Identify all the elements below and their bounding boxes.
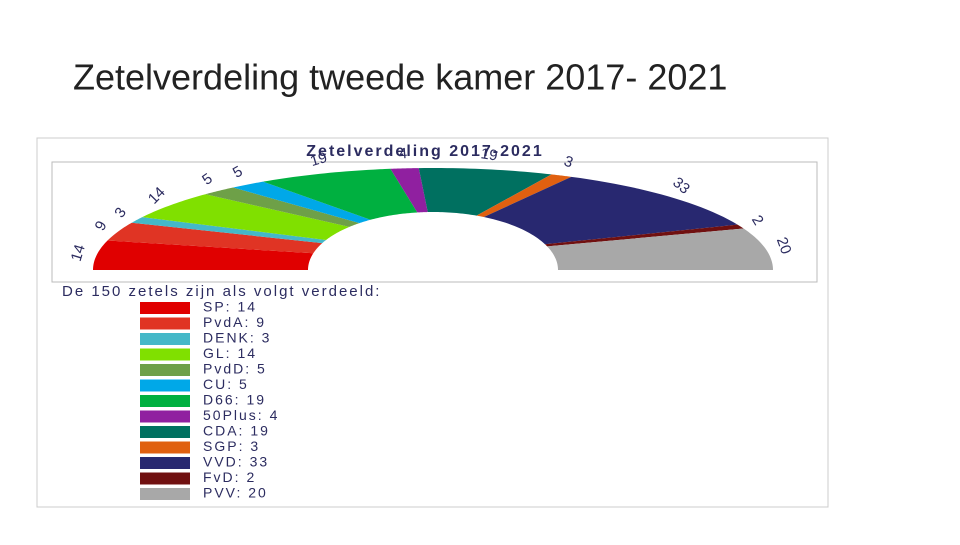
legend-label: PvdD: 5 [203,361,267,377]
data-label: 4 [398,145,408,163]
slice [142,194,350,240]
slice [418,168,552,216]
slice [205,187,360,227]
legend-label: CU: 5 [203,376,249,392]
legend-label: FvD: 2 [203,469,256,485]
slice [131,217,327,244]
legend-label: D66: 19 [203,392,266,408]
slice [547,228,773,270]
data-label: 19 [308,149,329,170]
legend-swatch [140,441,190,454]
legend-swatch [140,410,190,423]
legend-swatch [140,395,190,407]
legend-swatch [140,348,190,361]
legend-swatch [140,333,190,345]
slice [476,174,572,218]
data-label: 20 [773,235,795,256]
legend-swatch [140,379,190,392]
legend-label: SGP: 3 [203,438,260,454]
data-label: 19 [480,145,499,164]
slice [544,224,744,247]
slice [93,240,314,270]
chart-title: Zetelverdeling 2017-2021 [306,143,543,160]
legend-swatch [140,488,190,500]
legend-label: GL: 14 [203,345,257,361]
legend-swatch [140,457,190,469]
legend-label: PvdA: 9 [203,314,266,330]
legend-swatch [140,472,190,485]
legend-label: SP: 14 [203,299,257,315]
legend-label: DENK: 3 [203,330,271,346]
legend-label: 50Plus: 4 [203,407,279,423]
slice [263,168,418,220]
slice [390,168,428,213]
legend-label: VVD: 33 [203,454,269,470]
slice [233,181,371,224]
legend-label: CDA: 19 [203,423,270,439]
data-label: 14 [68,242,89,263]
legend-label: PVV: 20 [203,485,268,501]
legend-swatch [140,364,190,376]
slice [483,176,738,245]
data-label: 33 [669,174,693,198]
legend-heading: De 150 zetels zijn als volgt verdeeld: [62,283,381,300]
slide-title: Zetelverdeling tweede kamer 2017- 2021 [73,57,727,98]
legend-swatch [140,426,190,438]
legend-swatch [140,317,190,330]
slice [107,222,323,254]
legend-swatch [140,302,190,314]
